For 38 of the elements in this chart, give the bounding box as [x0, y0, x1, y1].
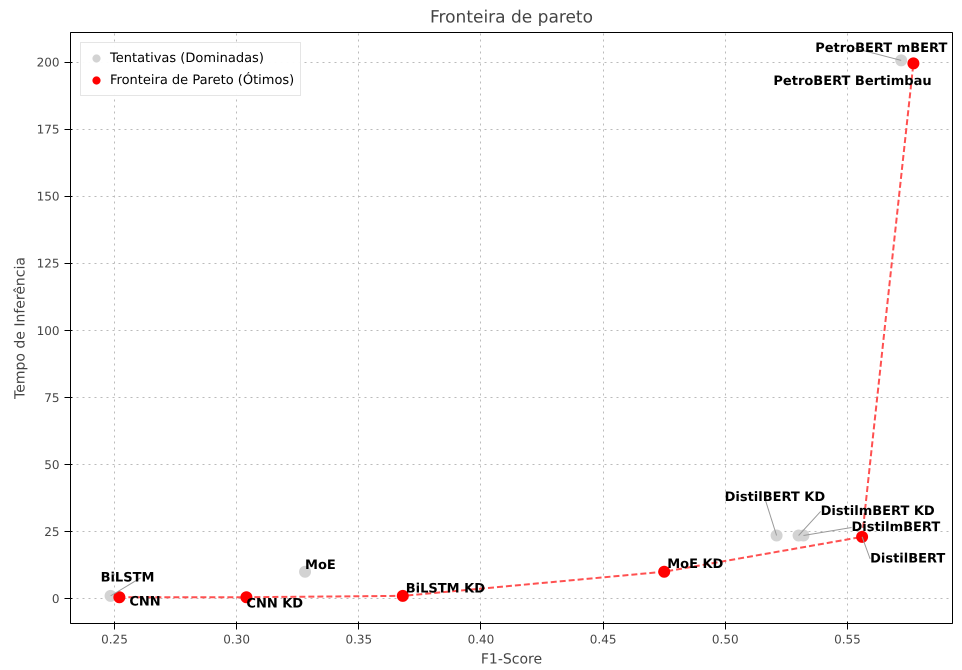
y-tick-label: 75	[44, 390, 60, 405]
annotation: DistilmBERT KD	[820, 504, 935, 520]
y-tick-label: 150	[36, 190, 60, 204]
legend-label: Fronteira de Pareto (Ótimos)	[110, 72, 294, 88]
y-axis-title: Tempo de Inferência	[12, 257, 29, 400]
x-tick-label: 0.30	[223, 632, 250, 646]
annotation: CNN KD	[246, 596, 304, 612]
y-tick-label: 50	[44, 458, 60, 472]
legend-label: Tentativas (Dominadas)	[110, 50, 264, 66]
point	[895, 54, 908, 66]
annotation: DistilBERT KD	[724, 490, 826, 506]
point	[396, 590, 409, 602]
y-tick-label: 0	[52, 592, 60, 606]
x-tick-label: 0.25	[101, 632, 128, 646]
x-tick-label: 0.35	[345, 632, 372, 646]
point	[856, 530, 868, 543]
annotation: MoE	[305, 558, 336, 574]
point	[907, 57, 920, 70]
x-tick-label: 0.50	[712, 632, 739, 646]
chart-title: Fronteira de pareto	[430, 8, 594, 28]
x-axis-title: F1-Score	[480, 652, 542, 668]
y-tick-label: 125	[36, 256, 60, 271]
annotation: BiLSTM	[100, 570, 154, 586]
x-tick-label: 0.40	[468, 632, 494, 646]
annotation: DistilBERT	[870, 551, 946, 566]
point	[658, 566, 670, 578]
annotation: CNN	[129, 594, 161, 610]
x-tick-label: 0.45	[590, 632, 616, 646]
annotation: DistilmBERT	[851, 520, 940, 536]
annotation: PetroBERT Bertimbau	[773, 74, 932, 89]
y-tick-label: 25	[44, 524, 60, 539]
annotation: PetroBERT mBERT	[815, 40, 948, 56]
y-tick-label: 100	[36, 324, 60, 338]
point	[770, 530, 783, 542]
point	[113, 591, 126, 604]
y-tick-label: 175	[36, 122, 60, 137]
x-tick-label: 0.55	[834, 632, 861, 646]
y-tick-label: 200	[36, 56, 60, 70]
